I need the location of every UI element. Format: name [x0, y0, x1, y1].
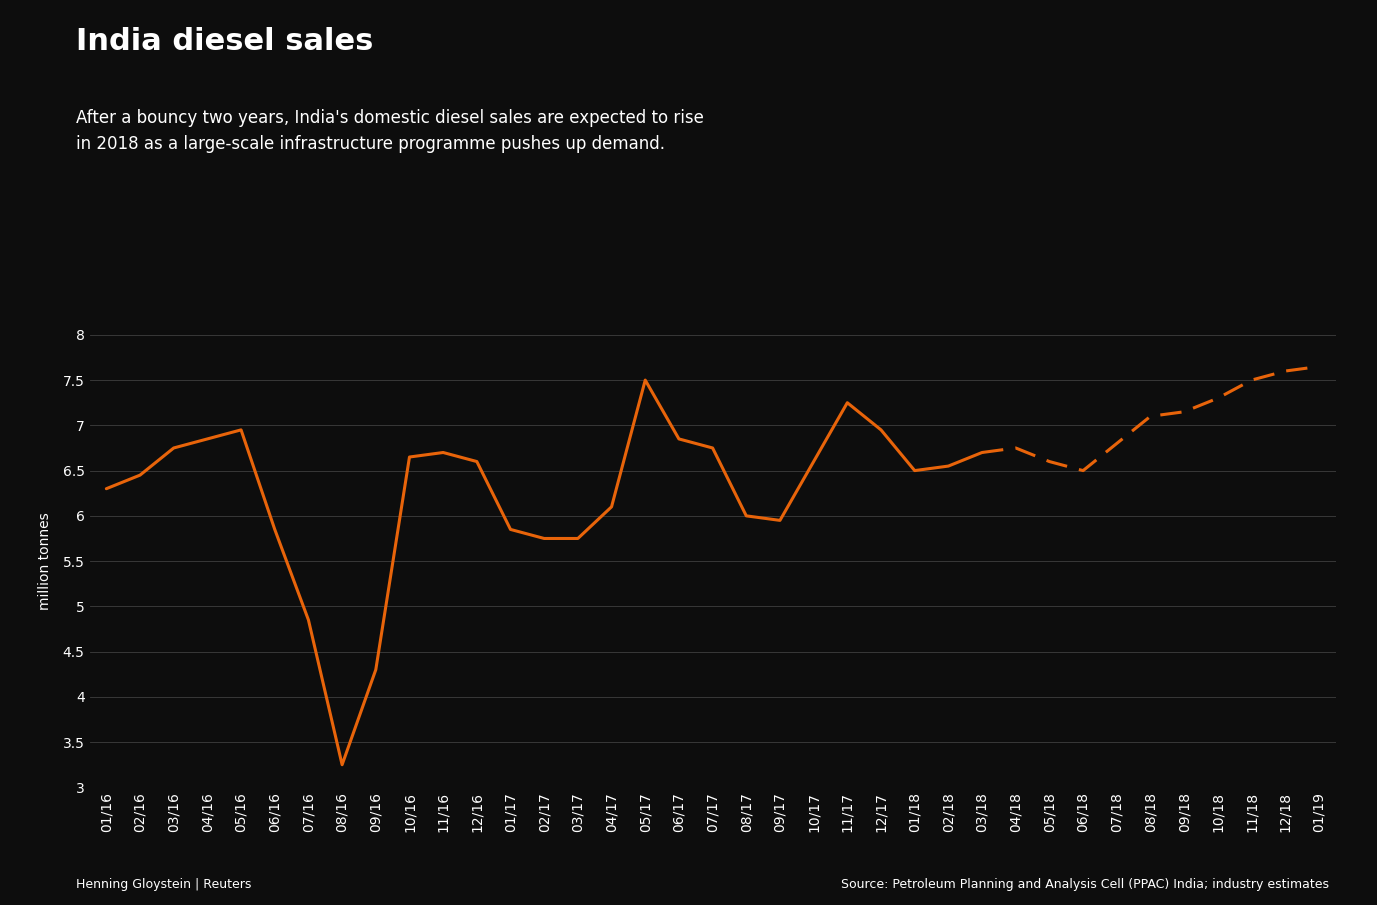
Text: Henning Gloystein | Reuters: Henning Gloystein | Reuters	[76, 879, 251, 891]
Text: Source: Petroleum Planning and Analysis Cell (PPAC) India; industry estimates: Source: Petroleum Planning and Analysis …	[841, 879, 1329, 891]
Text: India diesel sales: India diesel sales	[76, 27, 373, 56]
Text: After a bouncy two years, India's domestic diesel sales are expected to rise
in : After a bouncy two years, India's domest…	[76, 109, 704, 153]
Y-axis label: million tonnes: million tonnes	[37, 512, 51, 610]
